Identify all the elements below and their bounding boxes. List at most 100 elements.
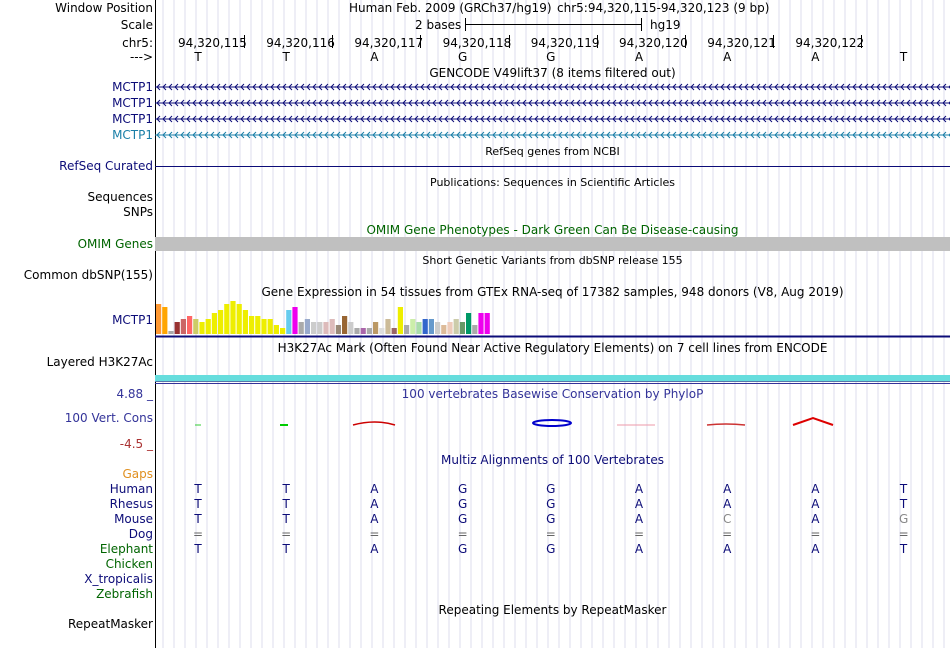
strand-arrow <box>756 115 761 123</box>
strand-arrow <box>792 115 797 123</box>
strand-arrow <box>318 99 323 107</box>
species-label[interactable]: Human <box>109 482 153 496</box>
dbsnp-title[interactable]: Short Genetic Variants from dbSNP releas… <box>422 254 683 267</box>
strand-arrow <box>456 99 461 107</box>
gtex-tissue-bar <box>360 328 366 334</box>
gtex-label[interactable]: MCTP1 <box>112 313 153 327</box>
strand-arrow <box>300 99 305 107</box>
gtex-title[interactable]: Gene Expression in 54 tissues from GTEx … <box>261 285 844 299</box>
strand-arrow <box>594 115 599 123</box>
omim-label[interactable]: OMIM Genes <box>77 237 153 251</box>
strand-arrow <box>678 99 683 107</box>
strand-arrow <box>342 115 347 123</box>
gtex-tissue-bar <box>230 301 236 334</box>
strand-arrow <box>324 83 329 91</box>
repeatmasker-label[interactable]: RepeatMasker <box>67 617 153 631</box>
phylop-signal[interactable] <box>155 400 950 440</box>
h3k27ac-signal[interactable] <box>155 375 950 384</box>
gencode-gene-label[interactable]: MCTP1 <box>112 80 153 94</box>
strand-arrow <box>660 131 665 139</box>
h3k27ac-title[interactable]: H3K27Ac Mark (Often Found Near Active Re… <box>277 341 828 355</box>
strand-arrow <box>774 115 779 123</box>
assembly-link[interactable]: Human Feb. 2009 (GRCh37/hg19) <box>349 1 552 15</box>
strand-arrow <box>348 115 353 123</box>
alignment-base: T <box>899 482 908 496</box>
strand-arrow <box>678 115 683 123</box>
gtex-tissue-bar <box>242 310 248 334</box>
publications-title[interactable]: Publications: Sequences in Scientific Ar… <box>430 176 675 189</box>
refseq-gene-line[interactable] <box>155 166 950 167</box>
species-label[interactable]: X_tropicalis <box>84 572 153 586</box>
strand-arrow <box>366 83 371 91</box>
strand-arrow <box>318 83 323 91</box>
phylop-label[interactable]: 100 Vert. Cons <box>64 411 153 425</box>
h3k27ac-label[interactable]: Layered H3K27Ac <box>46 355 153 369</box>
strand-arrow <box>624 131 629 139</box>
strand-arrow <box>474 83 479 91</box>
alignment-base: T <box>282 512 290 526</box>
strand-arrow <box>450 99 455 107</box>
gencode-title[interactable]: GENCODE V49lift37 (8 items filtered out) <box>429 66 676 80</box>
gencode-gene-label[interactable]: MCTP1 <box>112 96 153 110</box>
refseq-label[interactable]: RefSeq Curated <box>59 159 153 173</box>
strand-arrow <box>402 115 407 123</box>
ruler-tick <box>773 35 775 48</box>
gencode-gene-tracks[interactable] <box>155 80 950 142</box>
strand-arrow <box>384 115 389 123</box>
alignment-base: G <box>457 482 468 496</box>
alignment-base: = <box>545 527 556 541</box>
gtex-tissue-bar <box>478 313 484 334</box>
strand-arrow <box>282 115 287 123</box>
repeatmasker-title[interactable]: Repeating Elements by RepeatMasker <box>438 603 667 617</box>
strand-arrow <box>774 99 779 107</box>
strand-arrow <box>876 99 881 107</box>
gtex-tissue-bar <box>273 325 279 334</box>
omim-gene-bar[interactable] <box>155 237 950 251</box>
species-label[interactable]: Mouse <box>114 512 153 526</box>
gtex-bar-chart[interactable] <box>155 298 950 338</box>
gencode-gene-label[interactable]: MCTP1 <box>112 112 153 126</box>
strand-arrow <box>948 101 950 105</box>
species-label[interactable]: Zebrafish <box>96 587 153 601</box>
omim-title[interactable]: OMIM Gene Phenotypes - Dark Green Can Be… <box>366 223 739 237</box>
strand-arrow <box>636 131 641 139</box>
gtex-tissue-bar <box>304 319 310 334</box>
phylop-title[interactable]: 100 vertebrates Basewise Conservation by… <box>401 387 704 401</box>
strand-arrow <box>810 83 815 91</box>
snps-label[interactable]: SNPs <box>123 205 153 219</box>
strand-arrow-label[interactable]: ---> <box>129 50 153 64</box>
refseq-title[interactable]: RefSeq genes from NCBI <box>485 145 620 158</box>
strand-arrow <box>186 83 191 91</box>
species-label[interactable]: Dog <box>128 527 153 541</box>
gencode-gene-label[interactable]: MCTP1 <box>112 128 153 142</box>
strand-arrow <box>912 83 917 91</box>
species-label[interactable]: Chicken <box>105 557 153 571</box>
strand-arrow <box>684 99 689 107</box>
gtex-tissue-bar <box>484 313 490 334</box>
chrom-label: chr5: <box>122 36 153 50</box>
strand-arrow <box>570 99 575 107</box>
alignment-base: A <box>811 542 820 556</box>
strand-arrow <box>636 83 641 91</box>
species-label[interactable]: Rhesus <box>109 497 153 511</box>
strand-arrow <box>228 83 233 91</box>
multiz-title[interactable]: Multiz Alignments of 100 Vertebrates <box>440 453 665 467</box>
strand-arrow <box>882 99 887 107</box>
strand-arrow <box>654 131 659 139</box>
dbsnp-label[interactable]: Common dbSNP(155) <box>23 268 153 282</box>
alignment-base: A <box>723 482 732 496</box>
strand-arrow <box>528 131 533 139</box>
strand-arrow <box>510 115 515 123</box>
strand-arrow <box>684 131 689 139</box>
species-label[interactable]: Elephant <box>99 542 153 556</box>
strand-arrow <box>768 131 773 139</box>
strand-arrow <box>468 131 473 139</box>
strand-arrow <box>612 83 617 91</box>
strand-arrow <box>570 83 575 91</box>
strand-arrow <box>942 131 947 139</box>
strand-arrow <box>480 83 485 91</box>
strand-arrow <box>558 99 563 107</box>
strand-arrow <box>918 115 923 123</box>
publications-label[interactable]: Sequences <box>87 190 153 204</box>
strand-arrow <box>396 115 401 123</box>
